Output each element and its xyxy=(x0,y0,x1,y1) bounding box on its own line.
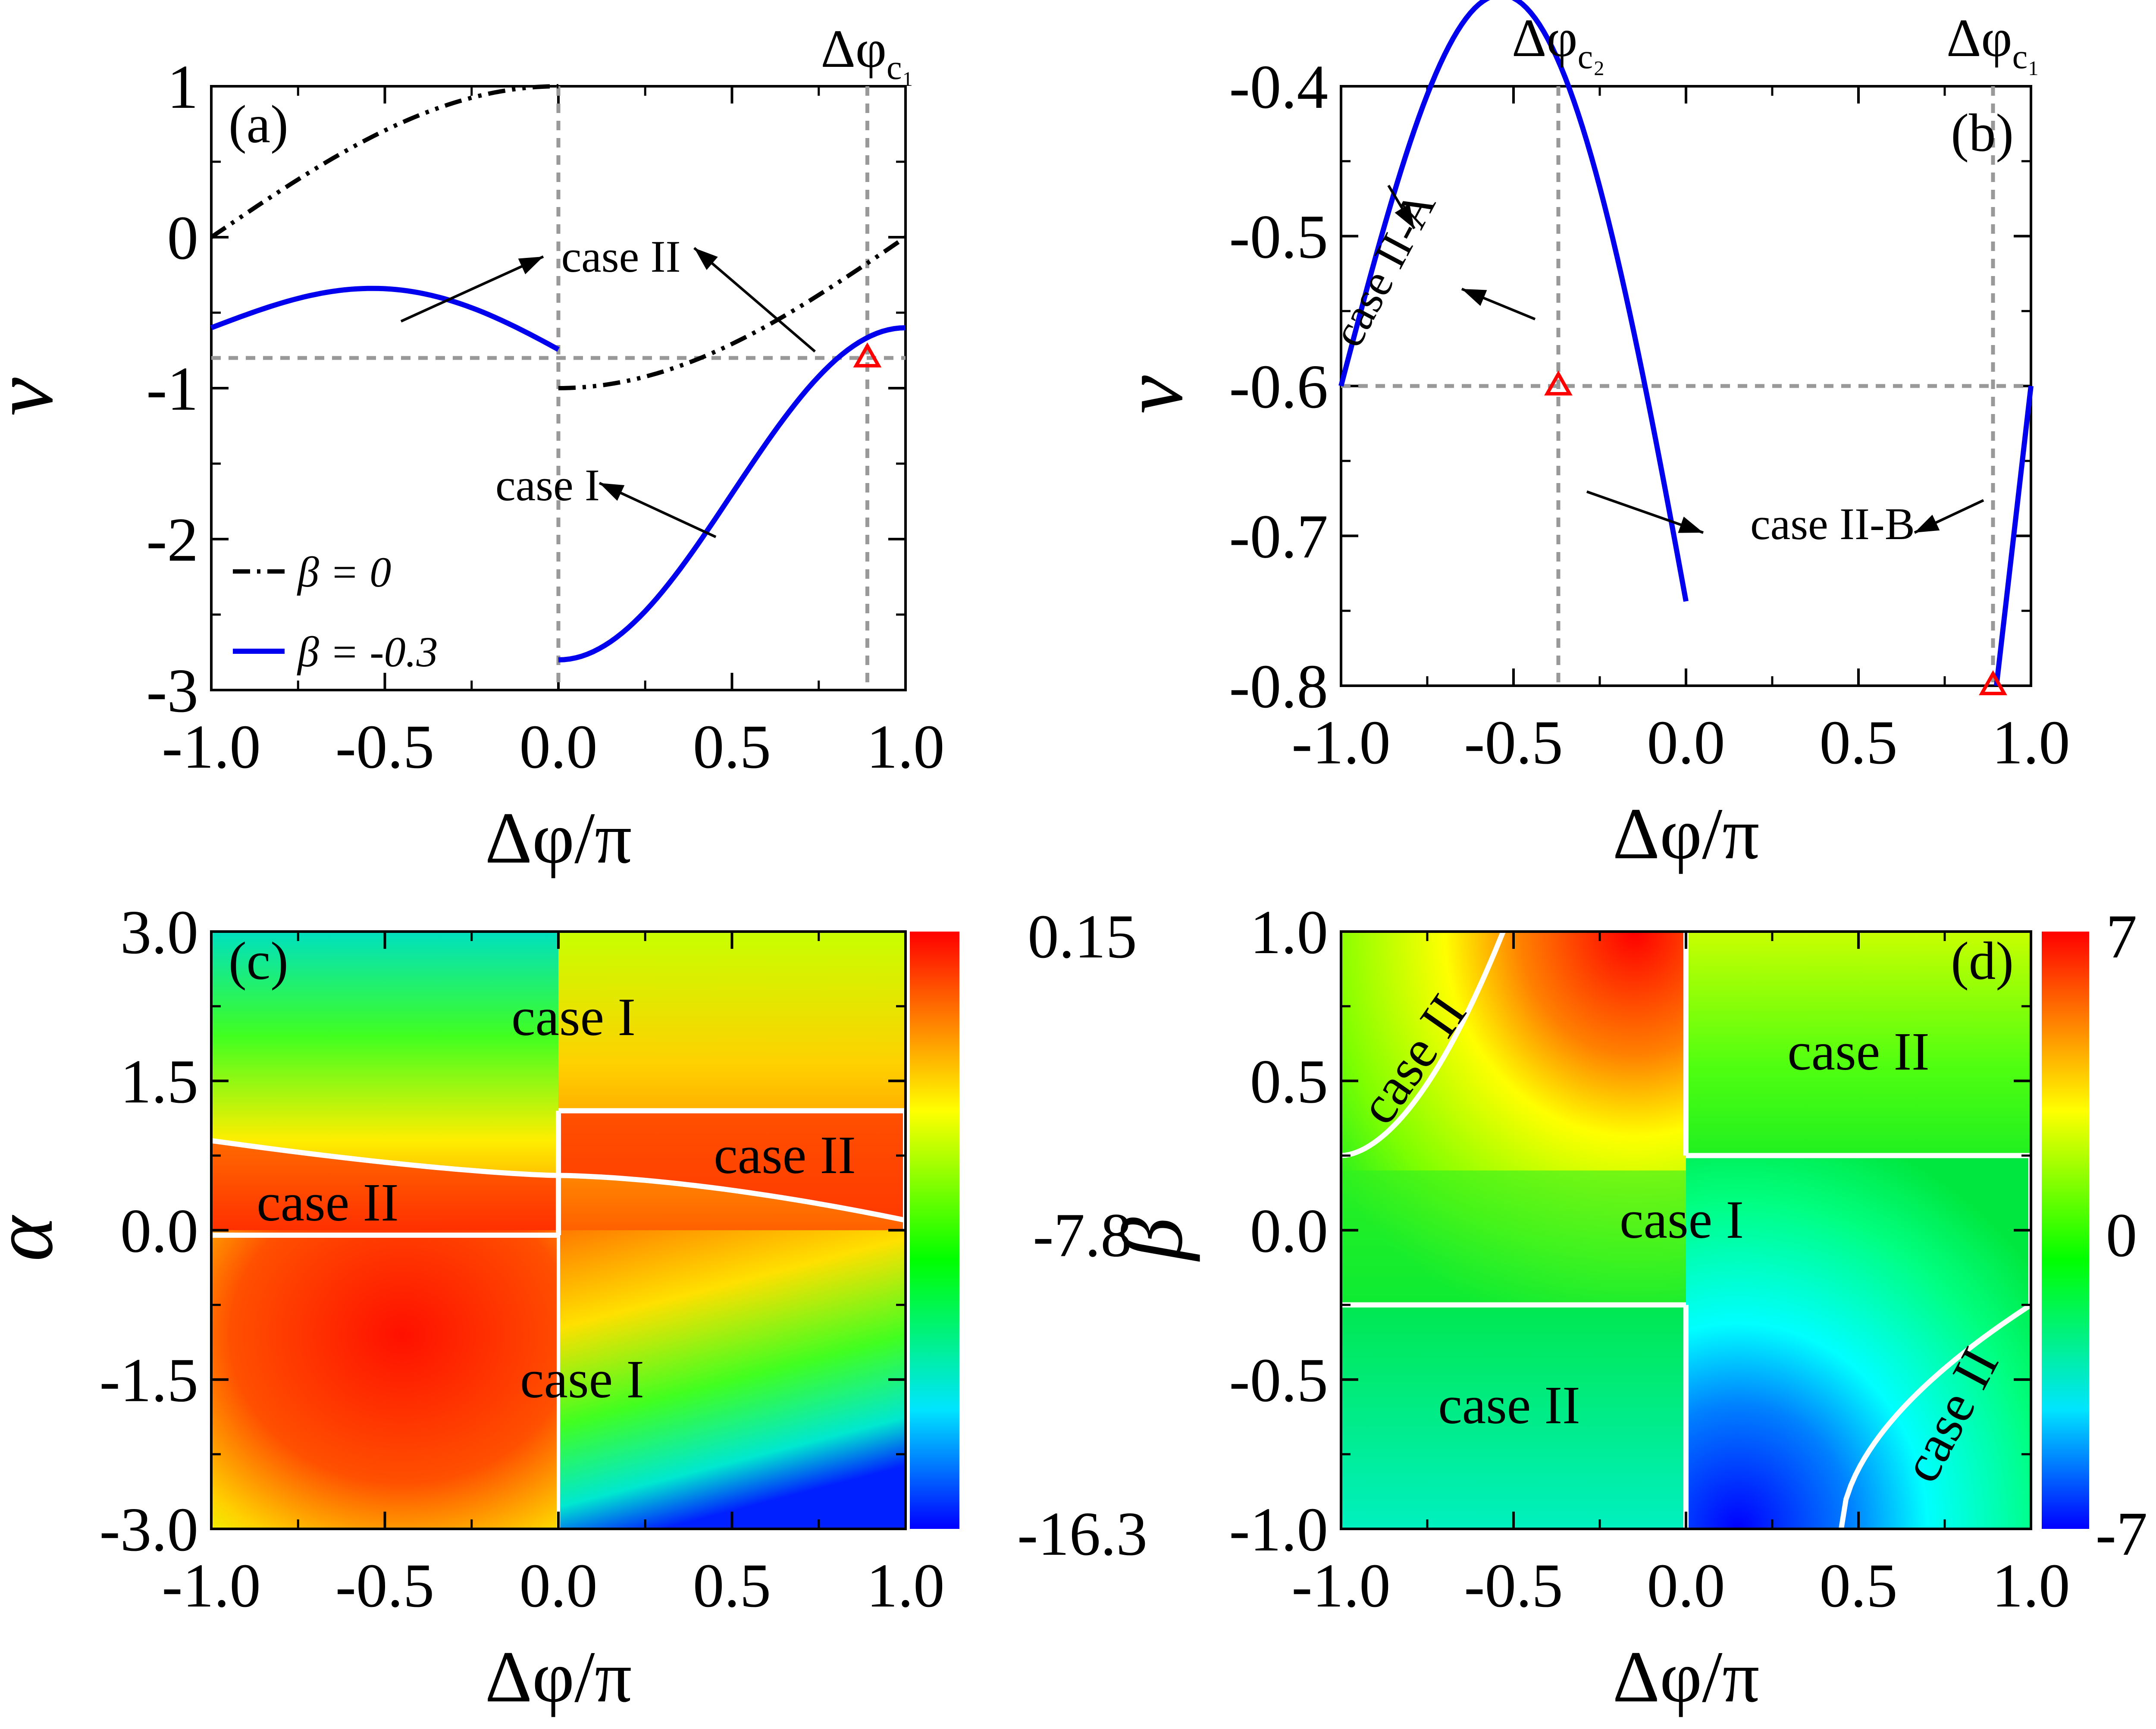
x-tick-label: 0.0 xyxy=(519,1551,597,1620)
y-tick-label: 0 xyxy=(167,204,199,273)
series-beta-neg03-left xyxy=(211,289,558,350)
y-tick-label: 3.0 xyxy=(120,898,198,967)
colorbar-tick-label: 0.15 xyxy=(1028,902,1137,971)
x-axis-label: Δφ/π xyxy=(1613,793,1760,874)
critical-point-marker xyxy=(1982,674,2004,693)
x-tick-label: 0.5 xyxy=(693,712,771,781)
panel-c-heatmap: case I case II case II case I (c) 0.15 -7.8 -16… xyxy=(211,902,1147,1569)
panel-label: (b) xyxy=(1951,104,2014,163)
y-tick-label: 0.0 xyxy=(120,1197,198,1266)
arrow-head xyxy=(1678,517,1703,533)
x-tick-label: 1.0 xyxy=(866,712,944,781)
colorbar xyxy=(910,932,959,1529)
colorbar-tick-label: 7 xyxy=(2106,902,2137,971)
panel-label: (c) xyxy=(229,932,288,991)
y-tick-label: -0.5 xyxy=(1229,1346,1328,1415)
y-tick-label: -0.7 xyxy=(1229,502,1328,571)
y-tick-label: -1.0 xyxy=(1229,1495,1328,1564)
annotation-case-II: case II xyxy=(561,231,681,282)
region-label-case-II-left: case II xyxy=(257,1173,399,1233)
x-axis-label: Δφ/π xyxy=(485,797,632,879)
x-tick-label: 1.0 xyxy=(1992,708,2070,777)
y-tick-label: -2 xyxy=(146,505,198,574)
y-tick-label: 1.0 xyxy=(1250,898,1328,967)
colorbar-tick-label: 0 xyxy=(2106,1201,2137,1270)
y-tick-label: 0.5 xyxy=(1250,1047,1328,1116)
region-label-case-II-right: case II xyxy=(714,1126,856,1185)
x-tick-label: -0.5 xyxy=(335,712,435,781)
panel-a: -1.0 -0.5 0.0 0.5 1.0 -3 -2 -1 0 1 Δφ/π ν Δφc₁ (a) cas… xyxy=(0,19,945,879)
y-tick-label: -1.5 xyxy=(99,1346,198,1415)
x-tick-label: 0.0 xyxy=(519,712,597,781)
heatmap-region xyxy=(211,1230,558,1529)
y-tick-label: 0.0 xyxy=(1250,1197,1328,1266)
region-label-case-II-bottomleft: case II xyxy=(1438,1376,1580,1435)
region-label-case-I: case I xyxy=(1620,1190,1744,1250)
colorbar xyxy=(2042,932,2089,1529)
x-tick-label: 1.0 xyxy=(1992,1551,2070,1620)
panel-label: (d) xyxy=(1951,932,2014,991)
annotation-case-II-B: case II-B xyxy=(1750,499,1915,549)
x-tick-label: 0.5 xyxy=(1819,708,1897,777)
y-axis-label: ν xyxy=(0,377,71,416)
region-label-case-II-topright: case II xyxy=(1787,1022,1930,1082)
x-tick-label: -0.5 xyxy=(335,1551,435,1620)
x-tick-label: -0.5 xyxy=(1464,1551,1563,1620)
arrow-head xyxy=(599,483,624,501)
y-tick-label: -0.4 xyxy=(1229,53,1328,122)
x-tick-label: 0.0 xyxy=(1647,1551,1725,1620)
colorbar-tick-label: -16.3 xyxy=(1017,1500,1147,1569)
y-tick-label: -1 xyxy=(146,355,198,424)
y-tick-label: -0.6 xyxy=(1229,352,1328,421)
colorbar-tick-label: -7 xyxy=(2096,1500,2148,1569)
x-tick-label: 0.5 xyxy=(693,1551,771,1620)
y-tick-label: 1.5 xyxy=(120,1047,198,1116)
annotation-arrow xyxy=(694,248,815,351)
x-tick-label: -0.5 xyxy=(1464,708,1563,777)
region-label-case-I-top: case I xyxy=(511,988,636,1047)
figure-canvas: -1.0 -0.5 0.0 0.5 1.0 -3 -2 -1 0 1 Δφ/π ν Δφc₁ (a) cas… xyxy=(0,0,2156,1729)
y-tick-label: 1 xyxy=(167,53,199,122)
legend-label-beta-neg03: β = -0.3 xyxy=(297,628,438,676)
x-axis-label: Δφ/π xyxy=(1613,1636,1760,1717)
critical-phase-label: Δφc₁ xyxy=(821,19,914,87)
y-tick-label: -3.0 xyxy=(99,1495,198,1564)
panel-b: -1.0 -0.5 0.0 0.5 1.0 -0.8 -0.7 -0.6 -0.5 -0.4 Δφ/… xyxy=(1105,0,2070,874)
arrow-head xyxy=(1462,289,1487,306)
legend-label-beta0: β = 0 xyxy=(297,548,391,596)
arrow-head xyxy=(1915,515,1940,533)
region-label-case-I-bottom: case I xyxy=(520,1350,644,1409)
y-axis-label: β xyxy=(1105,1217,1200,1262)
critical-phase-label: Δφc₁ xyxy=(1946,9,2040,76)
y-tick-label: -0.5 xyxy=(1229,203,1328,272)
arrow-head xyxy=(518,257,543,274)
y-tick-label: -3 xyxy=(146,656,198,725)
x-tick-label: 0.0 xyxy=(1647,708,1725,777)
y-tick-label: -0.8 xyxy=(1229,652,1328,721)
x-tick-label: 0.5 xyxy=(1819,1551,1897,1620)
x-axis-label: Δφ/π xyxy=(485,1636,632,1717)
critical-phase-label: Δφc₂ xyxy=(1512,9,1605,76)
annotation-case-I: case I xyxy=(495,460,600,510)
panel-label: (a) xyxy=(229,95,288,154)
y-axis-label: ν xyxy=(1105,375,1200,414)
x-tick-label: 1.0 xyxy=(866,1551,944,1620)
y-axis-label: α xyxy=(0,1214,71,1261)
